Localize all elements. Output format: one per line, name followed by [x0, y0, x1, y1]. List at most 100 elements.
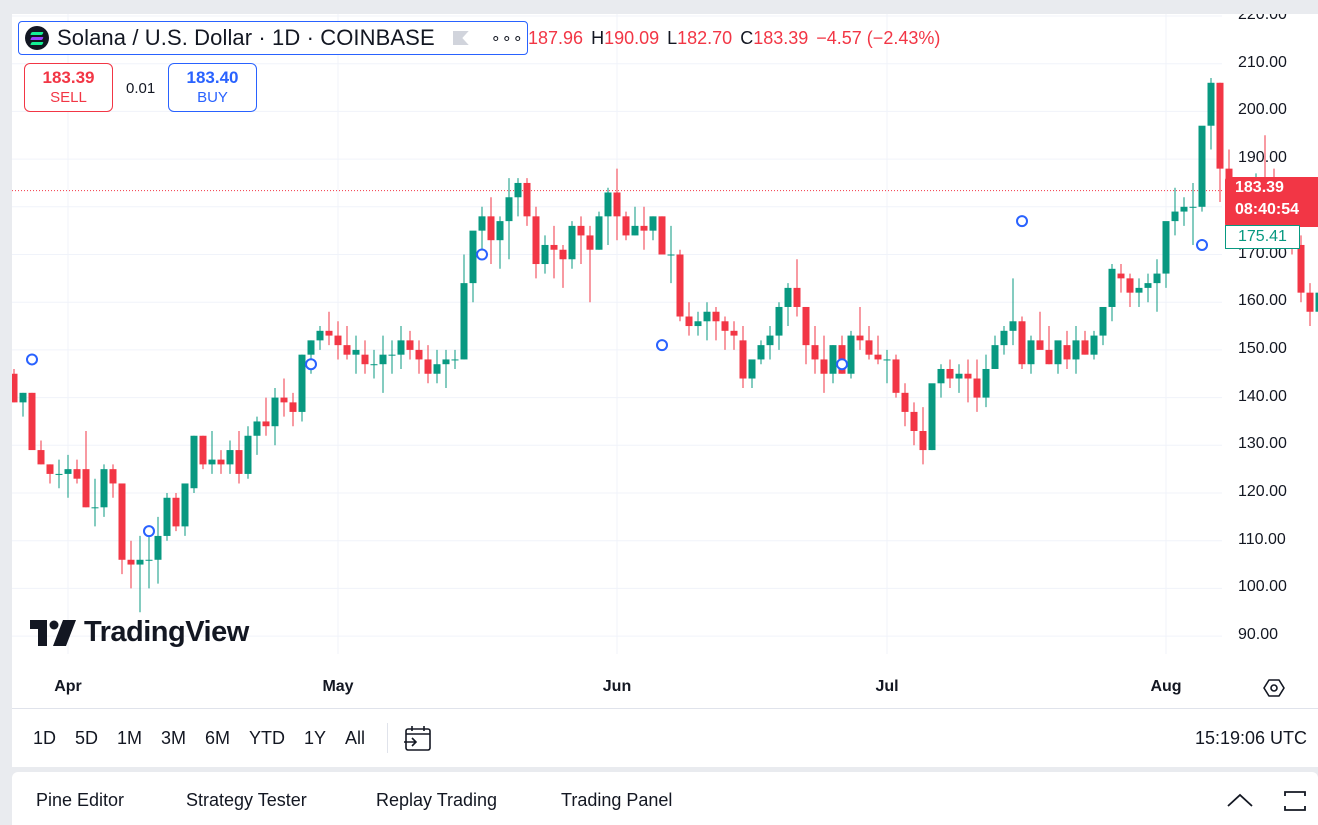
chevron-up-icon[interactable] — [1225, 788, 1255, 812]
candle-body — [1315, 292, 1318, 312]
candle-body — [1180, 206, 1188, 212]
candle-body — [487, 216, 495, 241]
candle-body — [451, 359, 459, 361]
maximize-icon[interactable] — [1282, 788, 1308, 814]
tab-replay-trading[interactable]: Replay Trading — [376, 790, 498, 810]
timeframe-ytd[interactable]: YTD — [249, 728, 285, 748]
symbol-title[interactable]: Solana / U.S. Dollar · 1D · COINBASE — [57, 25, 435, 50]
candle-body — [847, 335, 855, 374]
candle-body — [1099, 306, 1107, 336]
candle-body — [1189, 206, 1197, 208]
candle-body — [1117, 273, 1125, 279]
candle-body — [55, 473, 63, 475]
bottom-panel-tabs: Pine Editor Strategy Tester Replay Tradi… — [12, 772, 1318, 825]
candle-body — [676, 254, 684, 317]
candle-body — [532, 216, 540, 265]
tradingview-watermark[interactable]: TradingView — [30, 616, 249, 649]
candle-body — [145, 559, 153, 561]
candle-body — [775, 306, 783, 336]
flag-icon[interactable] — [452, 31, 469, 45]
price-tick-label: 150.00 — [1238, 339, 1287, 357]
candle-body — [946, 368, 954, 379]
timeframe-1y[interactable]: 1Y — [304, 728, 327, 748]
buy-price: 183.40 — [186, 68, 239, 87]
candle-body — [370, 364, 378, 366]
candle-body — [883, 359, 891, 361]
candle-body — [1045, 349, 1053, 365]
candle-body — [1009, 321, 1017, 331]
event-marker-icon — [26, 353, 38, 366]
candle-body — [901, 392, 909, 412]
bottom-toolbar: 1D 5D 1M 3M 6M YTD 1Y All 15:19:06 UTC — [12, 708, 1318, 767]
candle-body — [1153, 273, 1161, 284]
candle-body — [784, 287, 792, 307]
candle-body — [892, 359, 900, 393]
calendar-goto-icon[interactable] — [403, 723, 433, 753]
candle-body — [694, 321, 702, 327]
symbol-header[interactable]: Solana / U.S. Dollar · 1D · COINBASE ∘∘∘ — [18, 21, 528, 55]
candle-body — [811, 345, 819, 360]
candle-body — [397, 340, 405, 355]
candle-body — [658, 216, 666, 255]
tradingview-logo-icon — [30, 619, 76, 646]
candle-body — [271, 397, 279, 427]
candle-body — [235, 450, 243, 474]
candle-body — [118, 483, 126, 560]
candle-body — [712, 311, 720, 322]
price-tick-label: 100.00 — [1238, 578, 1287, 596]
open-value: 187.96 — [528, 28, 584, 48]
candle-body — [1027, 340, 1035, 365]
candle-body — [379, 354, 387, 365]
buy-label: BUY — [197, 89, 228, 106]
sell-label: SELL — [50, 89, 87, 106]
candle-body — [568, 225, 576, 260]
candle-body — [523, 182, 531, 217]
sell-button[interactable]: 183.39 SELL — [24, 63, 113, 112]
candle-body — [208, 459, 216, 465]
candle-body — [226, 450, 234, 465]
candle-body — [307, 340, 315, 355]
candle-body — [748, 359, 756, 379]
candle-body — [1171, 211, 1179, 222]
candle-body — [316, 330, 324, 341]
tab-trading-panel[interactable]: Trading Panel — [561, 790, 673, 810]
candle-body — [1081, 340, 1089, 355]
timeframe-3m[interactable]: 3M — [161, 728, 187, 748]
settings-hexagon-icon[interactable] — [1262, 676, 1286, 700]
tab-pine-editor[interactable]: Pine Editor — [36, 790, 125, 810]
candle-body — [505, 197, 513, 222]
last-price-tag: 183.39 08:40:54 — [1225, 177, 1318, 227]
timeframe-5d[interactable]: 5D — [75, 728, 99, 748]
price-tick-label: 220.00 — [1238, 14, 1287, 23]
utc-clock[interactable]: 15:19:06 UTC — [1194, 728, 1307, 748]
candle-body — [1162, 221, 1170, 274]
candle-body — [982, 368, 990, 398]
spread-value: 0.01 — [126, 80, 156, 97]
timeframe-1m[interactable]: 1M — [117, 728, 143, 748]
candle-body — [1072, 340, 1080, 360]
candle-body — [325, 330, 333, 336]
timeframe-all[interactable]: All — [345, 728, 366, 748]
buy-button[interactable]: 183.40 BUY — [168, 63, 257, 112]
ohlc-readout: 187.96 H190.09 L182.70 C183.39 −4.57 (−2.43%… — [528, 28, 940, 49]
timeframe-1d[interactable]: 1D — [33, 728, 57, 748]
candle-body — [919, 430, 927, 451]
candle-body — [1144, 283, 1152, 288]
candle-body — [478, 216, 486, 231]
candlestick-chart[interactable] — [12, 14, 1318, 708]
candle-body — [109, 469, 117, 484]
candle-body — [991, 345, 999, 369]
tab-strategy-tester[interactable]: Strategy Tester — [186, 790, 307, 810]
candle-body — [586, 235, 594, 250]
timeframe-6m[interactable]: 6M — [205, 728, 231, 748]
brand-name: TradingView — [84, 616, 249, 648]
candle-body — [136, 559, 144, 565]
candle-body — [1036, 340, 1044, 350]
more-options-icon[interactable]: ∘∘∘ — [490, 30, 524, 47]
event-marker-icon — [1196, 238, 1208, 251]
chart-panel[interactable]: Solana / U.S. Dollar · 1D · COINBASE ∘∘∘… — [12, 14, 1318, 708]
candle-body — [334, 335, 342, 346]
candle-body — [829, 345, 837, 374]
time-tick-label: Jul — [875, 678, 899, 695]
candle-body — [298, 354, 306, 412]
